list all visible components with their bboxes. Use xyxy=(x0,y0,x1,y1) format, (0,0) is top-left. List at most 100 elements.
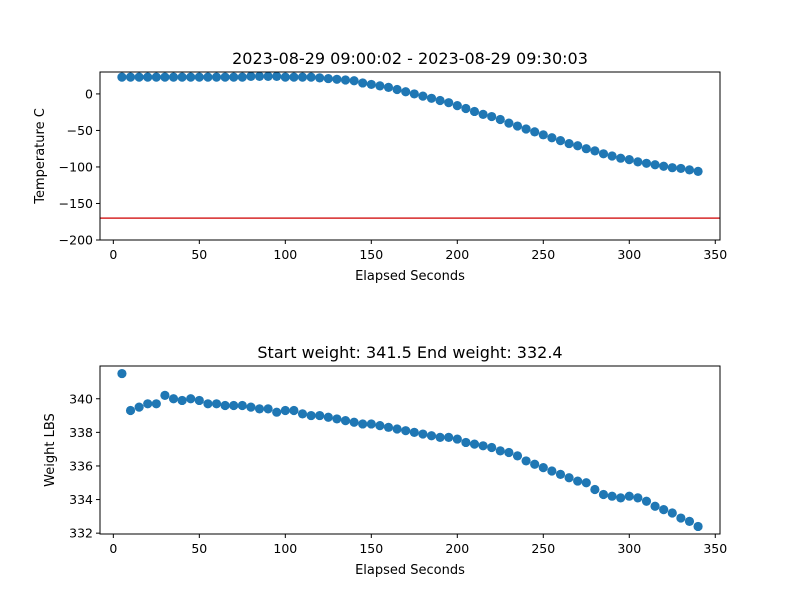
temperature-plot-area: 0 50 100 150 200 250 300 350 0 −50 −100 −150 −200 xyxy=(59,71,727,262)
temperature-data-point xyxy=(659,161,669,171)
weight-data-point xyxy=(512,451,523,461)
weight-data-point xyxy=(332,414,342,424)
weight-data-point xyxy=(263,404,273,414)
weight-data-point xyxy=(254,404,265,414)
temperature-data-point xyxy=(581,144,591,154)
weight-data-point xyxy=(418,429,428,439)
temperature-data-point xyxy=(426,93,437,103)
weight-data-point xyxy=(633,493,643,503)
weight-data-point xyxy=(607,491,617,501)
weight-data-point xyxy=(349,417,359,427)
weight-data-point xyxy=(272,407,282,417)
weight-data-point xyxy=(573,476,583,486)
temperature-data-point xyxy=(160,72,170,82)
weight-data-point xyxy=(220,400,230,411)
temperature-data-point xyxy=(168,72,179,82)
temperature-data-point xyxy=(203,72,213,82)
weight-chart: Start weight: 341.5 End weight: 332.4 0 5… xyxy=(43,343,727,578)
temperature-x-tick-label: 150 xyxy=(359,247,383,262)
weight-data-point xyxy=(538,463,548,473)
temperature-y-tick-label: −150 xyxy=(59,196,93,211)
temperature-data-point xyxy=(401,87,411,97)
weight-data-point xyxy=(151,399,161,409)
weight-data-point xyxy=(315,410,325,421)
temperature-data-point xyxy=(555,136,566,146)
temperature-y-tick-label: −50 xyxy=(67,123,93,138)
weight-data-point xyxy=(366,419,376,429)
temperature-data-point xyxy=(530,127,540,137)
temperature-data-point xyxy=(573,141,583,151)
temperature-data-point xyxy=(229,72,239,82)
weight-y-tick-label: 340 xyxy=(69,391,93,406)
temperature-data-point xyxy=(297,72,308,82)
weight-data-point xyxy=(435,432,445,442)
weight-data-point xyxy=(676,513,686,523)
weight-data-point xyxy=(641,496,652,506)
temperature-data-point xyxy=(237,72,247,82)
temperature-data-point xyxy=(469,106,480,117)
weight-data-point xyxy=(624,491,634,501)
temperature-data-point xyxy=(478,109,488,119)
temperature-data-point xyxy=(306,72,316,82)
temperature-data-point xyxy=(392,84,402,95)
temperature-data-point xyxy=(538,130,548,140)
temperature-data-point xyxy=(358,78,368,88)
weight-x-tick-label: 250 xyxy=(531,541,555,556)
weight-data-point xyxy=(530,459,540,469)
temperature-data-point xyxy=(590,146,600,156)
weight-data-point xyxy=(237,400,247,411)
temperature-data-point xyxy=(684,165,695,175)
temperature-data-point xyxy=(366,79,376,90)
temperature-data-point xyxy=(598,149,609,159)
temperature-data-point xyxy=(194,72,204,82)
weight-data-point xyxy=(452,434,462,444)
weight-data-point xyxy=(358,419,368,429)
temperature-data-point xyxy=(332,74,342,84)
temperature-data-point xyxy=(246,71,256,81)
temperature-data-point xyxy=(263,71,273,81)
temperature-data-point xyxy=(693,166,703,176)
weight-y-tick-label: 332 xyxy=(69,526,93,541)
temperature-data-point xyxy=(349,76,359,86)
temperature-data-point xyxy=(383,82,394,92)
weight-data-point xyxy=(280,405,290,416)
weight-data-point xyxy=(375,421,385,431)
weight-data-point xyxy=(478,441,488,451)
weight-data-point xyxy=(461,437,471,448)
weight-data-point xyxy=(117,368,127,379)
temperature-data-point xyxy=(512,121,523,131)
weight-x-tick-label: 350 xyxy=(703,541,727,556)
temperature-data-point xyxy=(564,138,574,149)
temperature-data-point xyxy=(633,157,643,167)
temperature-data-point xyxy=(452,101,462,111)
temperature-x-tick-label: 250 xyxy=(531,247,555,262)
temperature-x-tick-label: 350 xyxy=(703,247,727,262)
temperature-data-point xyxy=(435,95,445,106)
weight-data-point xyxy=(581,478,591,488)
weight-data-point xyxy=(650,501,660,511)
weight-data-point xyxy=(229,400,239,411)
temperature-axes-frame xyxy=(99,71,721,241)
weight-data-point xyxy=(547,466,557,476)
temperature-x-tick-label: 100 xyxy=(273,247,297,262)
temperature-data-point xyxy=(289,72,299,82)
weight-data-point xyxy=(504,447,514,458)
weight-data-point xyxy=(495,446,505,456)
temperature-data-point xyxy=(254,71,265,81)
weight-plot-area: 0 50 100 150 200 250 300 350 340 338 336 334 332 xyxy=(69,368,727,556)
weight-data-point xyxy=(340,416,351,426)
temperature-data-point xyxy=(487,111,497,122)
weight-x-tick-label: 0 xyxy=(109,541,117,556)
temperature-data-point xyxy=(676,163,686,174)
temperature-x-tick-label: 50 xyxy=(191,247,207,262)
weight-data-point xyxy=(392,424,402,434)
weight-data-point xyxy=(194,395,204,406)
weight-data-point xyxy=(297,409,308,419)
weight-x-tick-label: 100 xyxy=(273,541,297,556)
temperature-y-tick-label: −100 xyxy=(59,159,93,174)
temperature-data-point xyxy=(280,72,290,82)
weight-data-point xyxy=(469,439,480,449)
weight-data-point xyxy=(125,405,136,416)
weight-x-axis-label: Elapsed Seconds xyxy=(355,563,465,578)
